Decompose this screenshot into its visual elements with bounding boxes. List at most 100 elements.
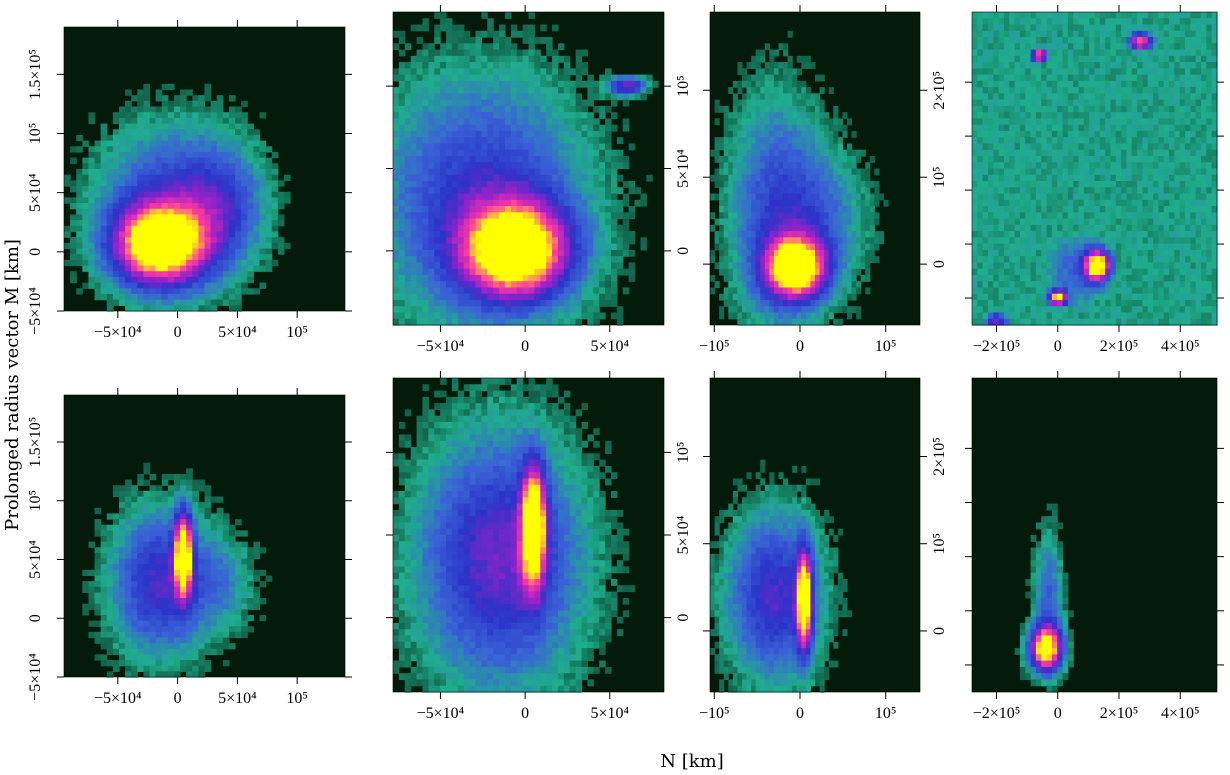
heatmap-cell [112, 157, 120, 164]
heatmap-cell [769, 231, 775, 238]
heatmap-cell [70, 225, 77, 233]
heatmap-cell [796, 93, 802, 101]
heatmap-cell [810, 256, 816, 263]
heatmap-cell [783, 306, 789, 314]
heatmap-cell [198, 197, 206, 204]
heatmap-cell [552, 68, 559, 76]
heatmap-cell [723, 199, 729, 207]
heatmap-cell [719, 231, 725, 238]
heatmap-cell [575, 137, 583, 145]
heatmap-cell [792, 112, 798, 120]
heatmap-cell [1030, 155, 1037, 163]
heatmap-cell [824, 137, 830, 145]
heatmap-cell [504, 231, 512, 238]
heatmap-cell [481, 105, 488, 113]
heatmap-cell [563, 231, 571, 238]
heatmap-cell [410, 212, 418, 220]
heatmap-cell [1030, 231, 1037, 238]
heatmap-cell [1030, 18, 1037, 26]
heatmap-cell [216, 276, 224, 284]
heatmap-cell [732, 293, 738, 301]
heatmap-cell [434, 193, 441, 201]
heatmap-cell [1041, 93, 1048, 101]
heatmap-cell [552, 274, 559, 282]
heatmap-cell [100, 157, 108, 164]
heatmap-cell [599, 206, 606, 213]
heatmap-cell [393, 93, 400, 101]
heatmap-cell [714, 262, 720, 270]
heatmap-cell [1046, 231, 1053, 238]
heatmap-cell [161, 169, 169, 176]
heatmap-cell [516, 218, 524, 226]
heatmap-cell [534, 162, 541, 170]
heatmap-cell [137, 254, 145, 261]
heatmap-cell [1030, 24, 1037, 32]
heatmap-cell [563, 137, 571, 145]
heatmap-cell [581, 299, 589, 307]
heatmap-cell [563, 124, 571, 132]
heatmap-cell [1030, 274, 1037, 282]
heatmap-cell [1014, 193, 1021, 201]
heatmap-cell [70, 248, 77, 255]
heatmap-cell [819, 262, 825, 270]
heatmap-cell [819, 224, 825, 232]
heatmap-cell [137, 208, 145, 216]
heatmap-cell [1009, 299, 1016, 307]
heatmap-cell [271, 186, 279, 193]
heatmap-cell [787, 268, 793, 276]
heatmap-cell [764, 74, 770, 82]
heatmap-cell [837, 162, 843, 170]
heatmap-cell [82, 231, 90, 238]
heatmap-cell [972, 99, 978, 107]
heatmap-cell [787, 187, 793, 195]
heatmap-cell [125, 305, 132, 312]
heatmap-cell [1009, 256, 1016, 263]
heatmap-cell [783, 293, 789, 301]
heatmap-cell [1003, 93, 1010, 101]
heatmap-cell [510, 105, 518, 113]
heatmap-cell [575, 306, 583, 314]
heatmap-cell [1035, 287, 1042, 295]
heatmap-cell [783, 212, 789, 220]
heatmap-cell [746, 80, 752, 88]
heatmap-cell [70, 186, 77, 193]
heatmap-cell [82, 163, 90, 170]
heatmap-cell [783, 237, 789, 245]
heatmap-cell [253, 151, 261, 159]
heatmap-cell [741, 168, 748, 176]
heatmap-cell [167, 146, 175, 153]
heatmap-cell [475, 68, 482, 76]
heatmap-cell [993, 318, 1000, 326]
heatmap-cell [557, 118, 565, 126]
heatmap-cell [528, 87, 535, 94]
heatmap-cell [824, 199, 830, 207]
heatmap-cell [587, 224, 594, 232]
heatmap-cell [723, 187, 729, 195]
heatmap-cell [874, 243, 880, 251]
heatmap-cell [1030, 30, 1037, 38]
heatmap-cell [393, 162, 400, 170]
heatmap-cell [982, 206, 989, 213]
heatmap-cell [977, 231, 984, 238]
heatmap-cell [216, 112, 224, 119]
heatmap-cell [534, 312, 541, 320]
heatmap-cell [587, 212, 594, 220]
heatmap-cell [760, 206, 766, 213]
heatmap-cell [222, 163, 230, 170]
heatmap-cell [837, 256, 843, 263]
heatmap-cell [769, 181, 775, 188]
heatmap-cell [972, 37, 978, 44]
heatmap-cell [247, 180, 254, 187]
heatmap-cell [173, 95, 181, 102]
heatmap-cell [1025, 262, 1032, 270]
heatmap-cell [755, 218, 761, 226]
heatmap-cell [393, 231, 400, 238]
heatmap-cell [198, 112, 206, 119]
heatmap-cell [100, 169, 108, 176]
heatmap-cell [616, 268, 624, 276]
heatmap-cell [998, 193, 1005, 201]
heatmap-cell [398, 206, 406, 213]
heatmap-cell [723, 287, 729, 295]
heatmap-cell [416, 281, 424, 289]
heatmap-cell [714, 118, 720, 126]
